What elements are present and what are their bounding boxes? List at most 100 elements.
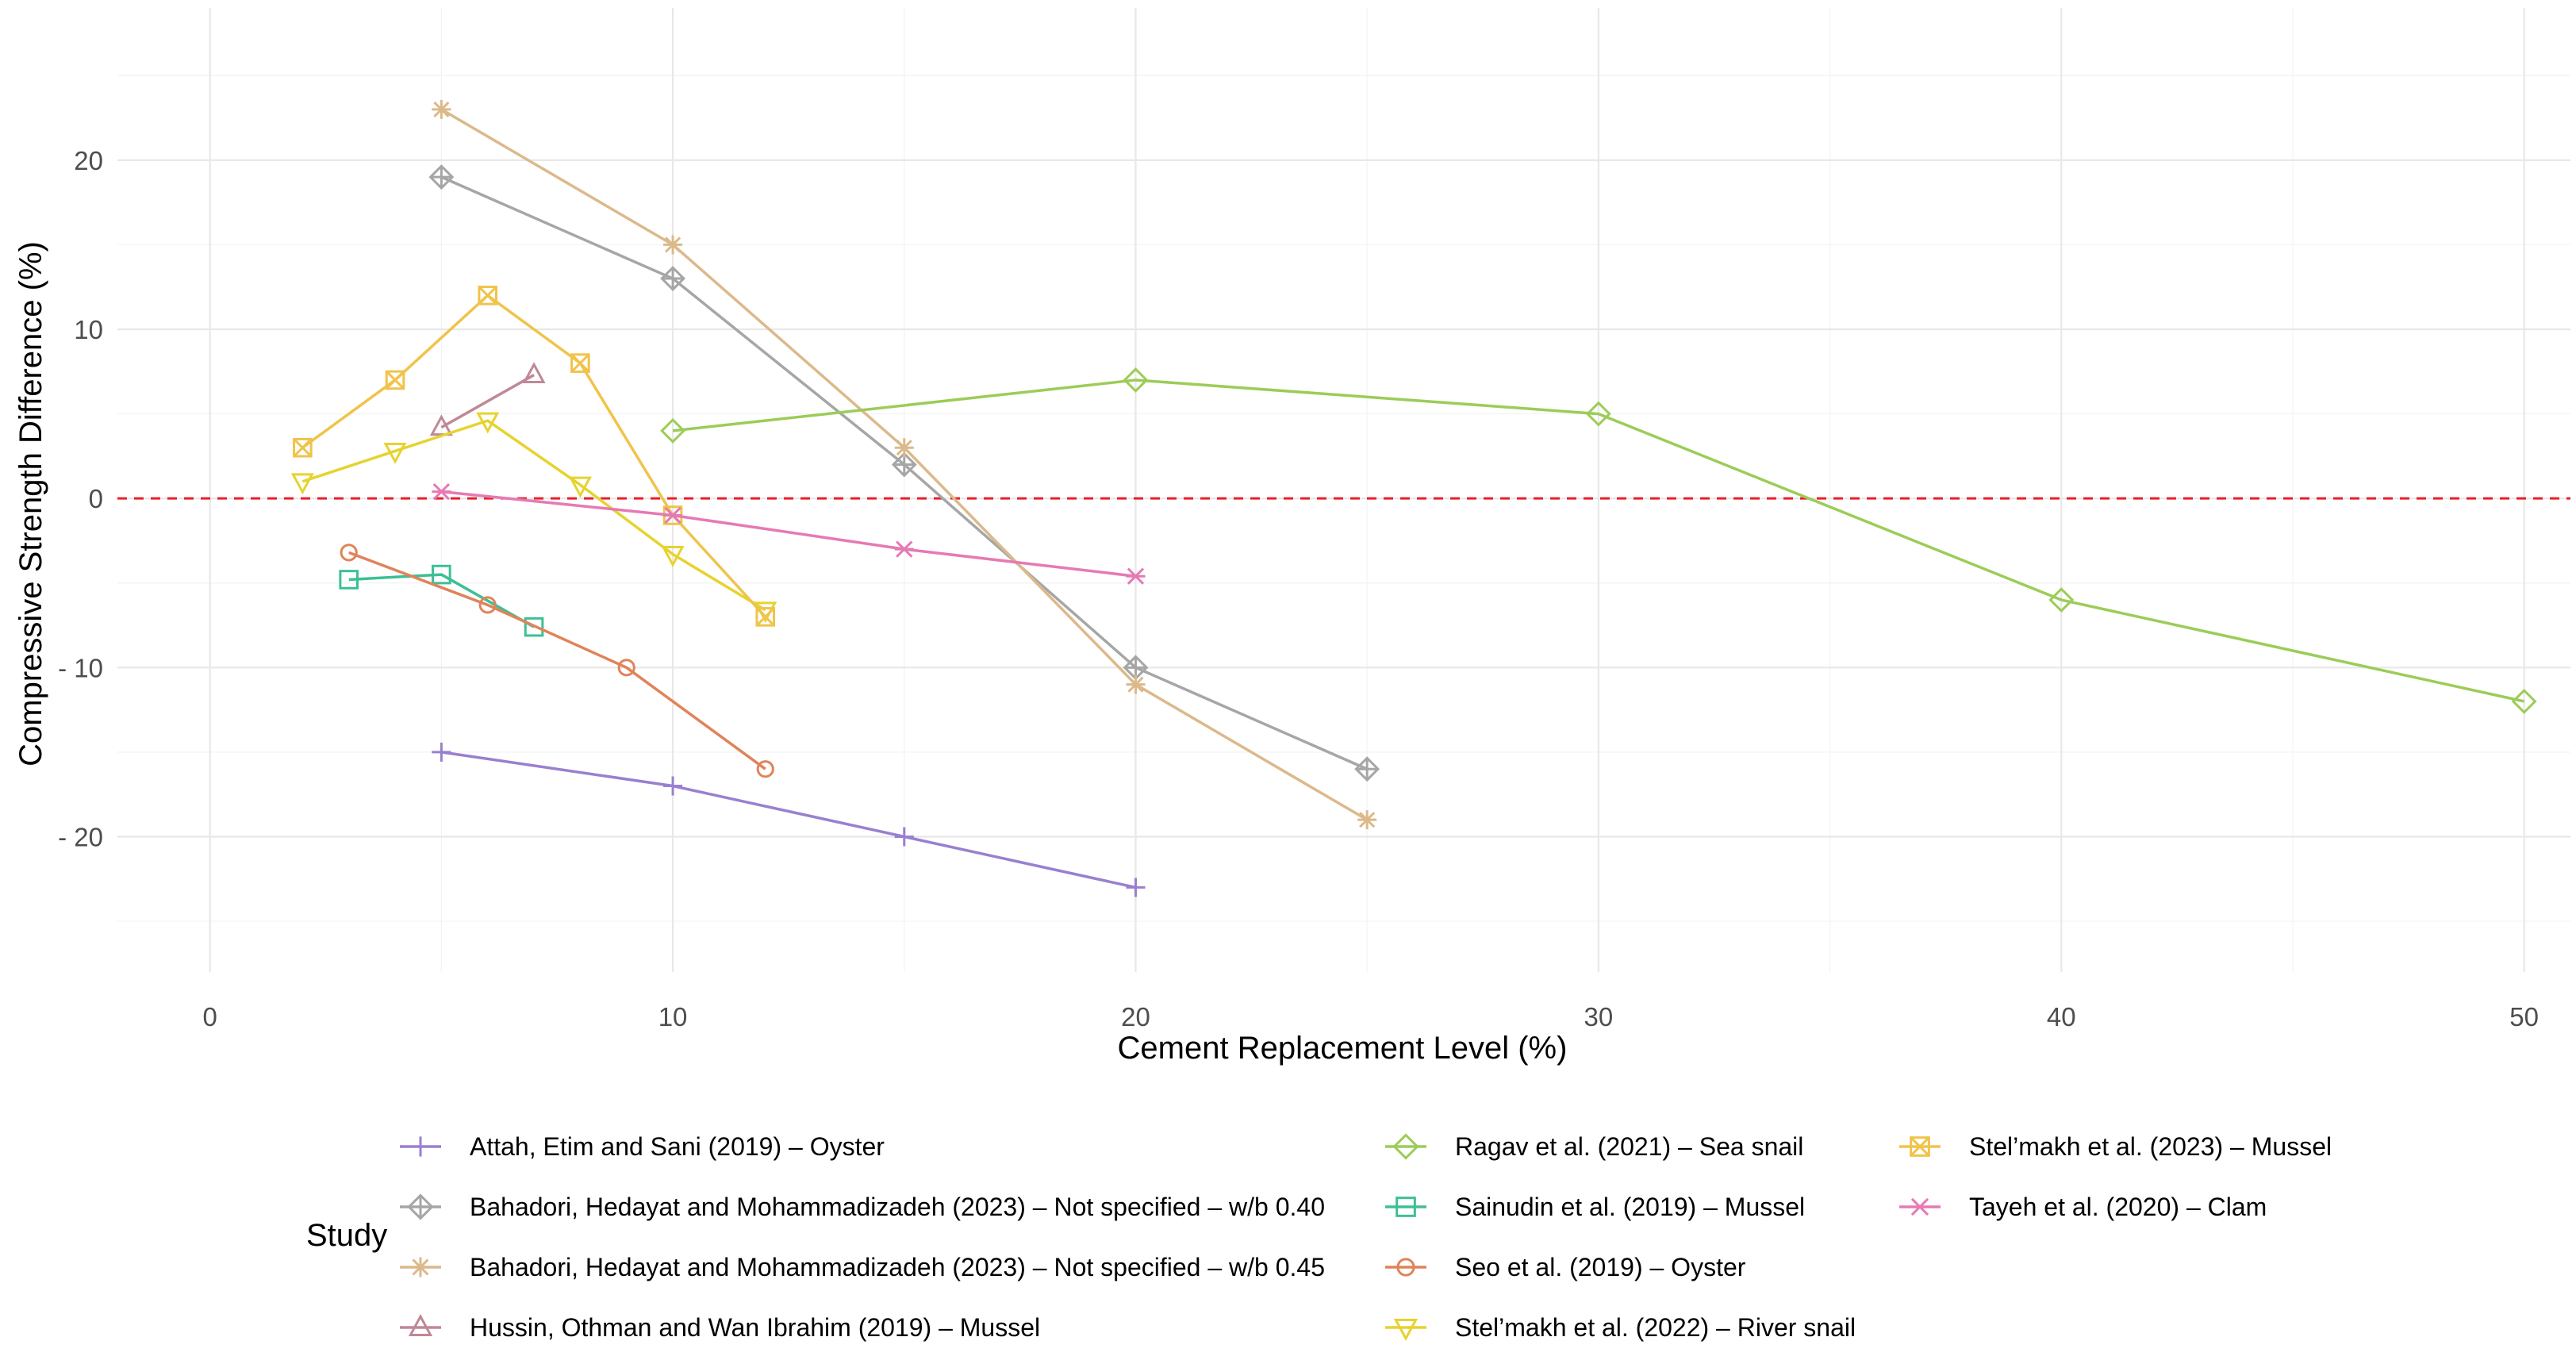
data-point [570,353,590,373]
legend-label: Attah, Etim and Sani (2019) – Oyster [470,1132,885,1161]
data-point [432,482,451,501]
data-point [661,546,685,567]
legend-label: Tayeh et al. (2020) – Clam [1969,1193,2267,1221]
data-point [891,451,917,478]
legend-item: Ragav et al. (2021) – Sea snail [1385,1132,1803,1161]
legend-label: Seo et al. (2019) – Oyster [1455,1253,1746,1281]
data-point [339,570,359,590]
data-point [432,99,451,119]
data-point [1126,878,1146,897]
x-tick-label: 30 [1584,1002,1614,1032]
data-point [2511,689,2537,714]
series-line [348,551,766,770]
grid [117,8,2570,972]
y-tick-label: 20 [74,146,103,175]
legend-key-marker [407,1193,434,1220]
series-9 [432,482,1146,585]
x-axis-ticks: 0 10 20 30 40 50 [202,1002,2539,1032]
data-point [1357,810,1377,830]
series-line [672,378,2525,703]
legend-key-marker [1396,1258,1415,1277]
legend-item: Stel’makh et al. (2023) – Mussel [1899,1132,2332,1161]
y-axis-title: Compressive Strength Difference (%) [13,241,48,766]
data-point [290,473,314,495]
legend-key-marker [1395,1197,1416,1217]
data-point [894,540,914,558]
data-point [894,438,914,458]
data-point [894,827,914,847]
data-point [663,506,683,524]
data-point [568,476,592,498]
data-point [1354,756,1380,782]
legend-key-marker [1393,1319,1419,1342]
x-tick-label: 40 [2047,1002,2076,1032]
data-point [476,412,500,434]
series-layer [290,99,2537,897]
series-0 [432,742,1146,897]
series-6 [340,544,774,778]
x-tick-label: 20 [1121,1002,1150,1032]
series-line [440,374,535,429]
data-point [383,442,407,464]
data-point [428,164,455,190]
data-point [756,760,774,778]
data-point [663,776,683,796]
data-point [432,564,451,585]
legend-label: Ragav et al. (2021) – Sea snail [1455,1132,1803,1161]
series-8 [293,286,776,627]
series-line [301,419,766,612]
legend-item: Tayeh et al. (2020) – Clam [1899,1193,2267,1221]
data-point [755,607,776,627]
y-axis-ticks: 20 10 0 - 10 - 20 [58,146,103,852]
data-point [522,362,546,384]
y-tick-label: - 20 [58,822,103,851]
legend: Attah, Etim and Sani (2019) – Oyster Baha… [400,1132,2332,1342]
data-point [1585,401,1611,427]
legend-label: Stel’makh et al. (2023) – Mussel [1969,1132,2332,1161]
series-line [441,490,1136,578]
data-point [478,596,497,614]
data-point [524,617,544,637]
series-line [301,294,767,618]
legend-key-marker [1392,1133,1419,1160]
data-point [478,286,498,305]
data-point [663,235,683,255]
legend-item: Bahadori, Hedayat and Mohammadizadeh (20… [400,1253,1325,1281]
legend-item: Attah, Etim and Sani (2019) – Oyster [400,1132,885,1161]
legend-key-marker [410,1136,431,1157]
data-point [2048,587,2075,613]
legend-label: Sainudin et al. (2019) – Mussel [1455,1193,1805,1221]
data-point [385,370,405,390]
legend-item: Seo et al. (2019) – Oyster [1385,1253,1746,1281]
y-tick-label: 0 [89,484,103,513]
series-line [441,751,1136,889]
series-line [348,573,535,628]
y-tick-label: - 10 [58,653,103,682]
legend-key-marker [408,1313,433,1336]
data-point [432,742,451,762]
legend-label: Hussin, Othman and Wan Ibrahim (2019) – … [470,1313,1040,1342]
series-4 [660,367,2537,714]
legend-item: Stel’makh et al. (2022) – River snail [1385,1313,1856,1342]
x-tick-label: 0 [202,1002,217,1032]
x-tick-label: 10 [658,1002,688,1032]
series-2 [432,99,1377,830]
legend-item: Bahadori, Hedayat and Mohammadizadeh (20… [400,1193,1325,1221]
legend-label: Bahadori, Hedayat and Mohammadizadeh (20… [470,1193,1325,1221]
series-5 [339,564,544,637]
y-tick-label: 10 [74,315,103,344]
data-point [660,417,685,444]
data-point [1126,567,1146,585]
data-point [340,544,358,562]
data-point [1123,367,1149,393]
legend-item: Hussin, Othman and Wan Ibrahim (2019) – … [400,1313,1040,1342]
legend-title: Study [306,1218,387,1253]
data-point [293,437,313,458]
legend-key-marker [1910,1136,1930,1157]
data-point [617,659,635,677]
x-tick-label: 50 [2509,1002,2539,1032]
x-axis-title: Cement Replacement Level (%) [1118,1031,1568,1066]
legend-label: Bahadori, Hedayat and Mohammadizadeh (20… [470,1253,1325,1281]
